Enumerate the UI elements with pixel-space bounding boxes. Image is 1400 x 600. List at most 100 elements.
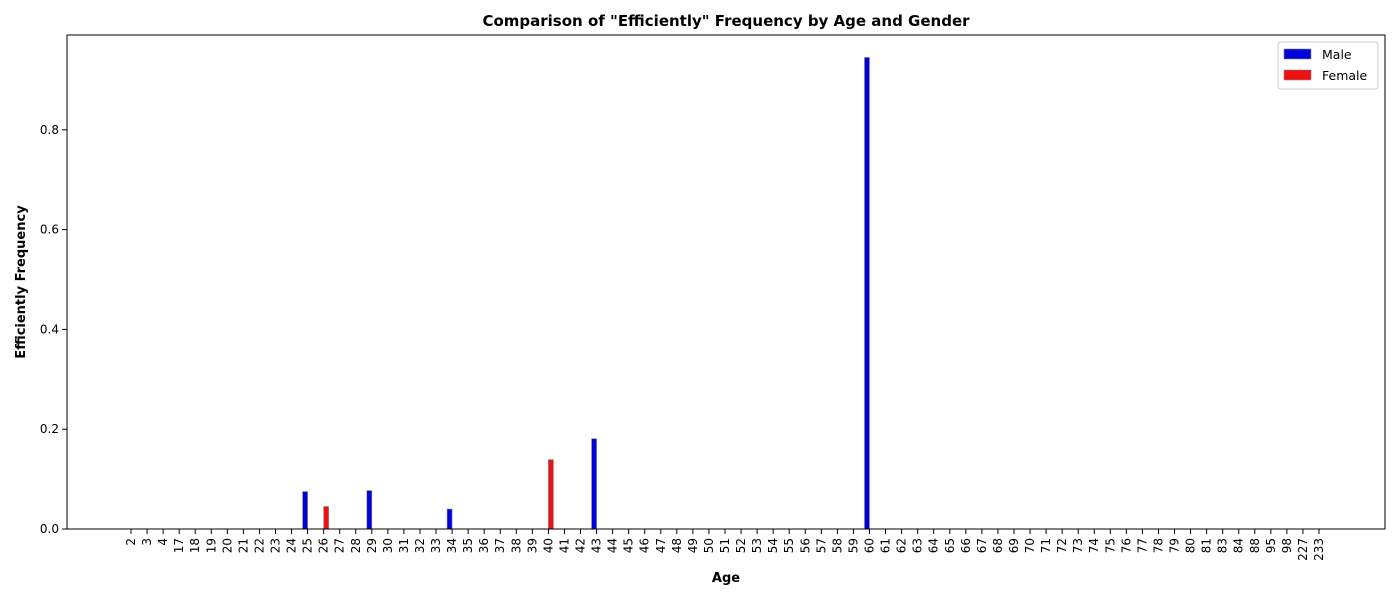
x-tick-label: 4 [156,538,170,546]
x-tick-label: 39 [525,538,539,553]
y-axis-label: Efficiently Frequency [14,205,29,359]
x-tick-label: 53 [750,538,764,553]
plot-frame [66,34,1386,530]
x-tick-label: 65 [943,538,957,553]
x-tick-label: 51 [718,538,732,553]
x-tick-label: 73 [1071,538,1085,553]
x-tick-label: 74 [1087,538,1101,553]
x-axis-label: Age [712,571,740,586]
x-tick-label: 59 [846,538,860,553]
x-tick-label: 3 [140,538,154,546]
x-tick-label: 57 [814,538,828,553]
bar-male-age-43 [591,438,597,530]
x-tick-label: 67 [975,538,989,553]
x-tick-label: 60 [862,538,876,553]
x-tick-label: 24 [285,538,299,553]
x-tick-label: 32 [413,538,427,553]
bar-female-age-26 [323,506,329,530]
x-tick-label: 78 [1151,538,1165,553]
x-tick-label: 43 [590,538,604,553]
x-tick-label: 54 [766,538,780,553]
x-tick-label: 80 [1184,538,1198,553]
x-tick-label: 34 [445,538,459,553]
x-tick-label: 36 [477,538,491,553]
x-tick-label: 72 [1055,538,1069,553]
x-tick-label: 23 [268,538,282,553]
x-tick-label: 77 [1135,538,1149,553]
x-tick-label: 50 [702,538,716,553]
legend-swatch-male [1283,48,1312,60]
y-tick-label: 0.4 [40,322,59,336]
x-tick-label: 62 [895,538,909,553]
x-tick-label: 233 [1312,538,1326,561]
x-tick-label: 227 [1296,538,1310,561]
x-tick-label: 98 [1280,538,1294,553]
x-tick-label: 66 [959,538,973,553]
y-tick-label: 0.6 [40,223,59,237]
bar-male-age-34 [446,508,453,530]
x-tick-label: 49 [686,538,700,553]
x-axis: 2 3 4 17 18 19 20 21 22 23 24 25 26 27 28 29 30 31 32 33 34 3… [124,529,1326,561]
x-tick-label: 25 [301,538,315,553]
x-tick-label: 70 [1023,538,1037,553]
y-tick-label: 0.0 [40,522,59,536]
legend-label-male: Male [1322,47,1352,62]
x-tick-label: 20 [220,538,234,553]
legend-label-female: Female [1322,68,1368,83]
legend-swatch-female [1283,69,1312,81]
x-tick-label: 58 [830,538,844,553]
y-tick-label: 0.2 [40,422,59,436]
x-tick-label: 83 [1216,538,1230,553]
x-tick-label: 81 [1200,538,1214,553]
x-tick-label: 28 [349,538,363,553]
x-tick-label: 35 [461,538,475,553]
plot-area [302,57,870,530]
x-tick-label: 84 [1232,538,1246,553]
x-tick-label: 63 [911,538,925,553]
x-tick-label: 88 [1248,538,1262,553]
x-tick-label: 45 [622,538,636,553]
x-tick-label: 76 [1119,538,1133,553]
x-tick-label: 41 [557,538,571,553]
x-tick-label: 42 [574,538,588,553]
x-tick-label: 75 [1103,538,1117,553]
chart-title: Comparison of "Efficiently" Frequency by… [482,12,970,30]
x-tick-label: 19 [204,538,218,553]
x-tick-label: 48 [670,538,684,553]
x-tick-label: 26 [317,538,331,553]
x-tick-label: 71 [1039,538,1053,553]
x-tick-label: 18 [188,538,202,553]
bar-male-age-29 [366,490,373,530]
x-tick-label: 56 [798,538,812,553]
x-tick-label: 37 [493,538,507,553]
x-tick-label: 17 [172,538,186,553]
x-tick-label: 61 [879,538,893,553]
x-tick-label: 31 [397,538,411,553]
x-tick-label: 46 [638,538,652,553]
x-tick-label: 44 [606,538,620,553]
x-tick-label: 55 [782,538,796,553]
x-tick-label: 79 [1168,538,1182,553]
x-tick-label: 2 [124,538,138,546]
x-tick-label: 29 [365,538,379,553]
x-tick-label: 95 [1264,538,1278,553]
y-axis: 0.0 0.2 0.4 0.6 0.8 [40,123,67,536]
x-tick-label: 38 [509,538,523,553]
x-tick-label: 47 [654,538,668,553]
bar-female-age-40 [548,459,554,530]
bar-male-age-25 [302,491,308,530]
x-tick-label: 27 [333,538,347,553]
x-tick-label: 52 [734,538,748,553]
x-tick-label: 22 [252,538,266,553]
y-tick-label: 0.8 [40,123,59,137]
x-tick-label: 68 [991,538,1005,553]
x-tick-label: 33 [429,538,443,553]
legend: Male Female [1277,41,1379,90]
x-tick-label: 30 [381,538,395,553]
x-tick-label: 69 [1007,538,1021,553]
x-tick-label: 64 [927,538,941,553]
x-tick-label: 40 [541,538,555,553]
x-tick-label: 21 [236,538,250,553]
bar-male-age-60 [864,57,870,530]
